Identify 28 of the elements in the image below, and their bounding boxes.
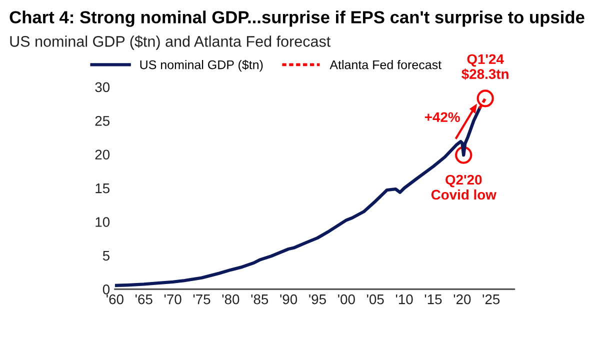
x-tick-label: '85 [251, 294, 268, 304]
x-tick-label: '80 [222, 294, 240, 304]
x-tick-label: '90 [280, 294, 298, 304]
x-tick-label: '20 [454, 294, 471, 304]
x-tick-label: '10 [396, 294, 413, 304]
y-tick-label: 0 [102, 284, 110, 294]
legend-label: Atlanta Fed forecast [330, 60, 442, 70]
chart-subtitle: US nominal GDP ($tn) and Atlanta Fed forecast [10, 35, 331, 50]
y-tick-label: 15 [96, 184, 110, 194]
chart-title: Chart 4: Strong nominal GDP...surprise if EPS can't surprise to upside [10, 10, 584, 27]
x-tick-label: '75 [193, 294, 210, 304]
x-tick-label: '00 [338, 294, 355, 304]
y-tick-label: 20 [95, 150, 110, 160]
y-tick-label: 10 [96, 217, 110, 227]
x-tick-label: '15 [424, 294, 442, 304]
legend-label: US nominal GDP ($tn) [140, 60, 263, 72]
annotation: +42% [424, 112, 460, 122]
x-tick-label: '60 [106, 294, 124, 304]
y-tick-label: 25 [95, 116, 110, 126]
y-tick-label: 30 [95, 82, 110, 92]
x-tick-label: '05 [367, 294, 384, 304]
annotation: Q2'20 Covid low [431, 174, 496, 200]
x-tick-label: '65 [136, 294, 152, 304]
x-tick-label: '70 [164, 294, 182, 304]
annotation: Q1'24 $28.3tn [462, 54, 508, 80]
x-tick-label: '95 [309, 294, 326, 304]
x-tick-label: '25 [482, 294, 500, 304]
y-tick-label: 5 [102, 250, 110, 261]
